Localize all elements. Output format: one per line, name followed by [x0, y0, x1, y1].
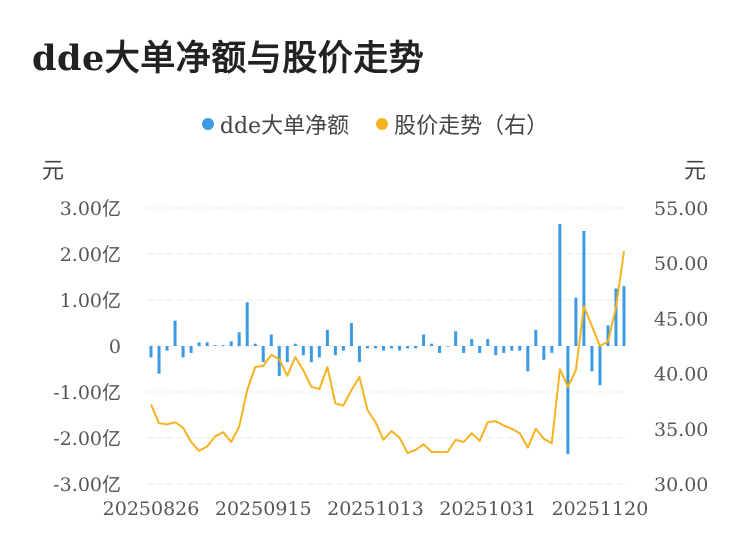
dde-bar: [309, 346, 313, 363]
right-tick-label: 55.00: [654, 198, 708, 220]
dde-bar: [422, 334, 426, 346]
dde-bar: [253, 343, 257, 346]
dde-bar: [446, 346, 450, 347]
dde-bar: [558, 224, 562, 346]
dde-bar: [341, 346, 345, 351]
dde-bar: [390, 346, 394, 349]
dde-bar: [518, 346, 522, 351]
x-tick-label: 20251120: [552, 498, 649, 520]
legend: dde大单净额 股价走势（右）: [0, 108, 750, 140]
x-tick-label: 20251031: [439, 498, 536, 520]
legend-label-price: 股价走势（右）: [394, 114, 549, 139]
right-tick-label: 30.00: [654, 474, 708, 496]
dde-bar: [542, 346, 546, 360]
dde-bar: [526, 346, 530, 372]
dde-bar: [325, 329, 329, 346]
legend-dot-dde: [201, 118, 214, 130]
dde-bar: [414, 346, 418, 349]
dde-bar: [510, 346, 514, 351]
dde-bar: [494, 346, 498, 356]
price-line: [150, 250, 625, 455]
legend-item-price[interactable]: 股价走势（右）: [376, 108, 548, 140]
left-tick-label: -2.00亿: [53, 428, 121, 450]
dde-bar: [237, 332, 241, 346]
dde-bar: [406, 346, 410, 349]
dde-bar: [534, 329, 538, 346]
legend-label-dde: dde大单净额: [219, 114, 350, 139]
dde-bar: [301, 346, 305, 356]
price-line-group: [150, 250, 625, 455]
dde-bar: [165, 346, 169, 351]
dde-bar: [430, 343, 434, 346]
dde-bar: [478, 346, 482, 353]
dde-bar: [173, 320, 177, 346]
left-unit-label: 元: [42, 159, 64, 184]
left-tick-label: 0: [109, 336, 121, 358]
x-axis-ticks: 20250826 20250915 20251013 20251031 20251120: [103, 498, 649, 520]
dde-bar: [590, 346, 594, 372]
dde-bar: [261, 346, 265, 363]
dde-bar: [221, 345, 225, 346]
dde-bar: [574, 297, 578, 346]
dde-bar: [438, 346, 442, 353]
dde-bar: [357, 346, 361, 363]
right-tick-label: 50.00: [654, 253, 708, 275]
gridlines: [147, 207, 628, 485]
x-tick-label: 20250915: [215, 498, 312, 520]
dde-bar: [622, 286, 626, 346]
right-axis-ticks: 55.00 50.00 45.00 40.00 35.00 30.00: [654, 198, 708, 496]
dde-bar: [606, 325, 610, 346]
dde-bar: [181, 346, 185, 358]
dde-bar: [470, 339, 474, 346]
dde-bar: [614, 288, 618, 346]
dde-bar: [462, 346, 466, 353]
left-tick-label: 3.00亿: [60, 198, 121, 220]
right-unit-label: 元: [684, 159, 706, 184]
dde-bar: [550, 346, 554, 353]
dde-bar: [373, 346, 377, 349]
right-tick-label: 45.00: [654, 308, 708, 330]
left-tick-label: -3.00亿: [53, 474, 121, 496]
dde-bar: [454, 331, 458, 346]
left-tick-label: 2.00亿: [60, 244, 121, 266]
dde-bars: [149, 224, 626, 455]
legend-item-dde[interactable]: dde大单净额: [201, 108, 350, 140]
dde-bar: [149, 346, 153, 358]
dde-bar: [317, 346, 321, 358]
dde-bar: [398, 346, 402, 351]
dde-bar: [582, 231, 586, 346]
dde-bar: [349, 323, 353, 346]
left-tick-label: -1.00亿: [53, 382, 121, 404]
legend-dot-price: [376, 118, 389, 130]
dde-bar: [381, 346, 385, 351]
dde-bar: [333, 346, 337, 356]
dde-bar: [229, 341, 233, 346]
dde-bar: [502, 346, 506, 353]
left-tick-label: 1.00亿: [60, 290, 121, 312]
dde-bar: [365, 346, 369, 349]
dde-bar: [245, 302, 249, 346]
dde-bar: [486, 339, 490, 346]
right-tick-label: 35.00: [654, 419, 708, 441]
dde-bar: [566, 346, 570, 455]
dde-bar: [197, 342, 201, 346]
dde-bar: [205, 342, 209, 346]
dde-bar: [213, 345, 217, 346]
dde-bar: [189, 346, 193, 353]
chart-title: dde大单净额与股价走势: [32, 38, 425, 79]
dde-bar: [598, 346, 602, 386]
x-tick-label: 20251013: [327, 498, 424, 520]
dde-bar: [157, 346, 161, 374]
left-axis-ticks: 3.00亿 2.00亿 1.00亿 0 -1.00亿 -2.00亿 -3.00亿: [53, 198, 121, 496]
right-tick-label: 40.00: [654, 364, 708, 386]
dde-bar: [269, 334, 273, 346]
x-tick-label: 20250826: [103, 498, 200, 520]
dde-bar: [293, 343, 297, 346]
dde-bar: [285, 346, 289, 363]
